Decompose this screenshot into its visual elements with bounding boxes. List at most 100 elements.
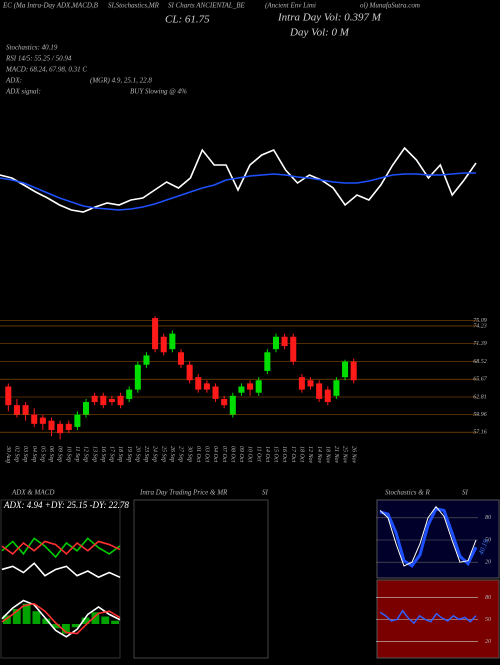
candle-body (212, 386, 219, 399)
adx-signal-value: BUY Slowing @ 4% (130, 88, 187, 96)
x-tick-label: 10 Oct (247, 446, 253, 462)
x-tick-label: 06 Sep (48, 446, 54, 462)
panel-frame (0, 499, 121, 659)
y-tick-label: 65.67 (473, 377, 488, 383)
candle-body (342, 361, 349, 378)
y-tick-label: 50 (485, 617, 491, 623)
histogram-bar (22, 603, 31, 624)
candle-body (350, 361, 357, 381)
candle-body (152, 318, 159, 350)
candle-body (5, 386, 12, 406)
y-tick-label: 20 (485, 560, 491, 566)
y-tick-label: 71.39 (473, 341, 487, 347)
candle-body (143, 355, 150, 365)
candle-body (264, 352, 271, 371)
candle-body (160, 336, 167, 353)
y-tick-label: 80 (485, 595, 491, 601)
x-tick-label: 18 Oct (299, 446, 305, 462)
x-tick-label: 15 Oct (273, 446, 279, 462)
series-line (0, 146, 477, 213)
candle-body (290, 336, 297, 362)
panel-title: Intra Day Trading Price & MR (139, 489, 228, 497)
x-tick-label: 26 Sep (169, 446, 175, 462)
histogram-bar (91, 612, 100, 624)
y-tick-label: 62.81 (473, 394, 487, 400)
histogram-bar (12, 609, 21, 624)
histogram-bar (32, 611, 41, 624)
x-tick-label: 16 Oct (281, 446, 287, 462)
x-tick-label: 08 Oct (229, 446, 235, 462)
x-tick-label: 11 Oct (255, 446, 261, 462)
candle-body (195, 377, 202, 390)
candle-body (272, 336, 279, 350)
x-tick-label: 12 Sep (83, 446, 89, 462)
y-tick-label: 50 (485, 537, 491, 543)
x-tick-label: 13 Sep (91, 446, 97, 462)
series-line (1, 540, 121, 555)
candle-body (255, 380, 262, 393)
x-tick-label: 26 Nov (350, 446, 356, 464)
y-tick-label: 59.96 (473, 412, 487, 418)
candle-body (31, 414, 38, 424)
series-line (379, 507, 478, 568)
candle-body (333, 380, 340, 396)
candle-body (126, 389, 133, 399)
macd: MACD: 68.24, 67.98, 0.31 C (5, 66, 87, 74)
candle-body (307, 380, 314, 387)
x-tick-label: 17 Sep (109, 446, 115, 462)
title-mid2: SI Charts ANCIENTAL_BE (168, 2, 245, 10)
panel-frame (376, 499, 500, 579)
candle-body (229, 395, 236, 415)
panel-title: SI (462, 489, 469, 497)
candle-body (83, 402, 90, 415)
adx-signal: ADX signal: (5, 88, 41, 96)
y-tick-label: 75.09 (473, 318, 487, 324)
panel-frame (133, 499, 269, 659)
candle-body (238, 386, 245, 393)
candle-body (108, 398, 115, 403)
histogram-bar (42, 618, 51, 624)
candle-body (100, 395, 107, 406)
chart-title: ADX: 4.94 +DY: 25.15 -DY: 22.78 (3, 500, 129, 510)
x-tick-label: 01 Oct (195, 446, 201, 462)
candle-body (281, 336, 288, 347)
series-line (0, 172, 476, 211)
x-tick-label: 21 Nov (333, 446, 339, 464)
title-left: EC (Ma Intra-Day ADX,MACD,B (2, 2, 99, 10)
panel-title: ADX & MACD (11, 489, 54, 497)
y-tick-label: 80 (485, 515, 491, 521)
candle-body (298, 377, 305, 390)
candle-body (117, 395, 124, 406)
candle-body (324, 389, 331, 403)
y-tick-label: 57.16 (473, 430, 487, 436)
histogram-bar (111, 620, 120, 624)
series-line (379, 505, 477, 567)
x-tick-label: 20 Sep (134, 446, 140, 462)
histogram-bar (52, 624, 61, 629)
panel-title: Stochastics & R (385, 489, 430, 497)
x-tick-label: 25 Nov (342, 446, 348, 464)
title-right: (Ancient Env Limi (265, 2, 316, 10)
x-tick-label: 30 Sep (186, 445, 192, 462)
x-tick-label: 25 Sep (160, 446, 166, 462)
x-tick-label: 23 Sep (143, 446, 149, 462)
candle-body (91, 395, 98, 403)
series-line (379, 609, 477, 625)
title-source: ol) MunafaSutra.com (360, 2, 420, 10)
series-line (1, 599, 121, 638)
candle-body (65, 423, 72, 431)
x-tick-label: 05 Sep (39, 446, 45, 462)
x-tick-label: 14 Oct (264, 446, 271, 462)
x-tick-label: 04 Sep (31, 446, 38, 462)
panel-frame (376, 579, 500, 659)
x-tick-label: 07 Oct (221, 446, 227, 462)
histogram-bar (101, 616, 110, 624)
panel-title: SI (262, 489, 269, 497)
candle-body (13, 405, 20, 415)
x-tick-label: 16 Sep (100, 446, 106, 462)
candle-body (57, 423, 64, 434)
histogram-bar (2, 615, 11, 624)
close: CL: 61.75 (165, 14, 210, 26)
x-tick-label: 03 Sep (22, 446, 28, 462)
series-line (1, 602, 121, 635)
